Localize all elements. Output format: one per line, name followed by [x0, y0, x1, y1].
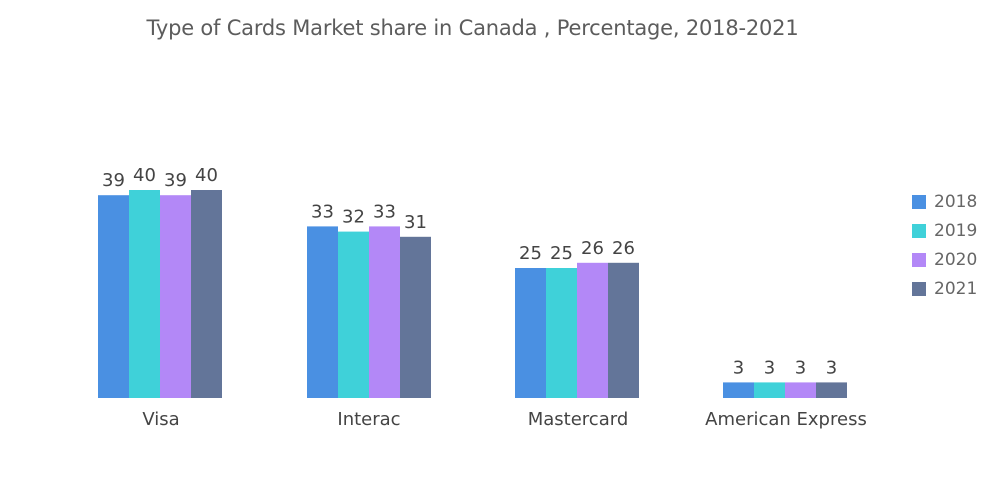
- legend-swatch: [912, 194, 926, 209]
- value-label-interac-2021: 31: [404, 212, 427, 233]
- value-label-interac-2019: 32: [342, 207, 365, 228]
- category-label-interac: Interac: [337, 409, 400, 430]
- bar-mastercard-2021: [608, 262, 639, 398]
- bar-american-express-2018: [723, 382, 754, 398]
- legend: 2018 2019 2020 2021: [912, 187, 977, 303]
- legend-item-2020: 2020: [912, 245, 977, 274]
- value-label-american-express-2020: 3: [795, 357, 806, 378]
- category-label-visa: Visa: [142, 409, 179, 430]
- legend-label: 2019: [934, 220, 978, 241]
- legend-item-2019: 2019: [912, 216, 977, 245]
- value-label-visa-2020: 39: [164, 170, 187, 191]
- bar-visa-2021: [191, 190, 222, 398]
- bar-interac-2020: [369, 226, 400, 398]
- value-label-american-express-2018: 3: [733, 357, 744, 378]
- legend-label: 2020: [934, 249, 978, 270]
- value-label-american-express-2019: 3: [764, 357, 775, 378]
- bar-mastercard-2019: [546, 268, 577, 398]
- bar-interac-2018: [307, 226, 338, 398]
- bar-visa-2019: [129, 190, 160, 398]
- category-label-mastercard: Mastercard: [528, 409, 629, 430]
- value-label-american-express-2021: 3: [826, 357, 837, 378]
- legend-label: 2018: [934, 191, 978, 212]
- bar-american-express-2020: [785, 382, 816, 398]
- bar-american-express-2019: [754, 382, 785, 398]
- legend-label: 2021: [934, 278, 978, 299]
- bar-interac-2021: [400, 236, 431, 398]
- bar-mastercard-2018: [515, 268, 546, 398]
- bar-american-express-2021: [816, 382, 847, 398]
- bar-interac-2019: [338, 231, 369, 398]
- bar-visa-2018: [98, 195, 129, 398]
- value-label-visa-2021: 40: [195, 165, 218, 186]
- bars-layer: [98, 190, 847, 398]
- value-label-mastercard-2019: 25: [550, 243, 573, 264]
- value-label-interac-2020: 33: [373, 201, 396, 222]
- legend-item-2018: 2018: [912, 187, 977, 216]
- chart-title: Type of Cards Market share in Canada , P…: [146, 16, 799, 40]
- value-label-interac-2018: 33: [311, 201, 334, 222]
- value-label-mastercard-2018: 25: [519, 243, 542, 264]
- value-label-mastercard-2021: 26: [612, 238, 635, 259]
- legend-swatch: [912, 281, 926, 296]
- bar-mastercard-2020: [577, 262, 608, 398]
- category-labels-layer: Visa Interac Mastercard American Express: [142, 409, 867, 430]
- legend-swatch: [912, 252, 926, 267]
- bar-visa-2020: [160, 195, 191, 398]
- value-label-mastercard-2020: 26: [581, 238, 604, 259]
- legend-swatch: [912, 223, 926, 238]
- category-label-american-express: American Express: [705, 409, 867, 430]
- value-label-visa-2019: 40: [133, 165, 156, 186]
- legend-item-2021: 2021: [912, 274, 977, 303]
- value-label-visa-2018: 39: [102, 170, 125, 191]
